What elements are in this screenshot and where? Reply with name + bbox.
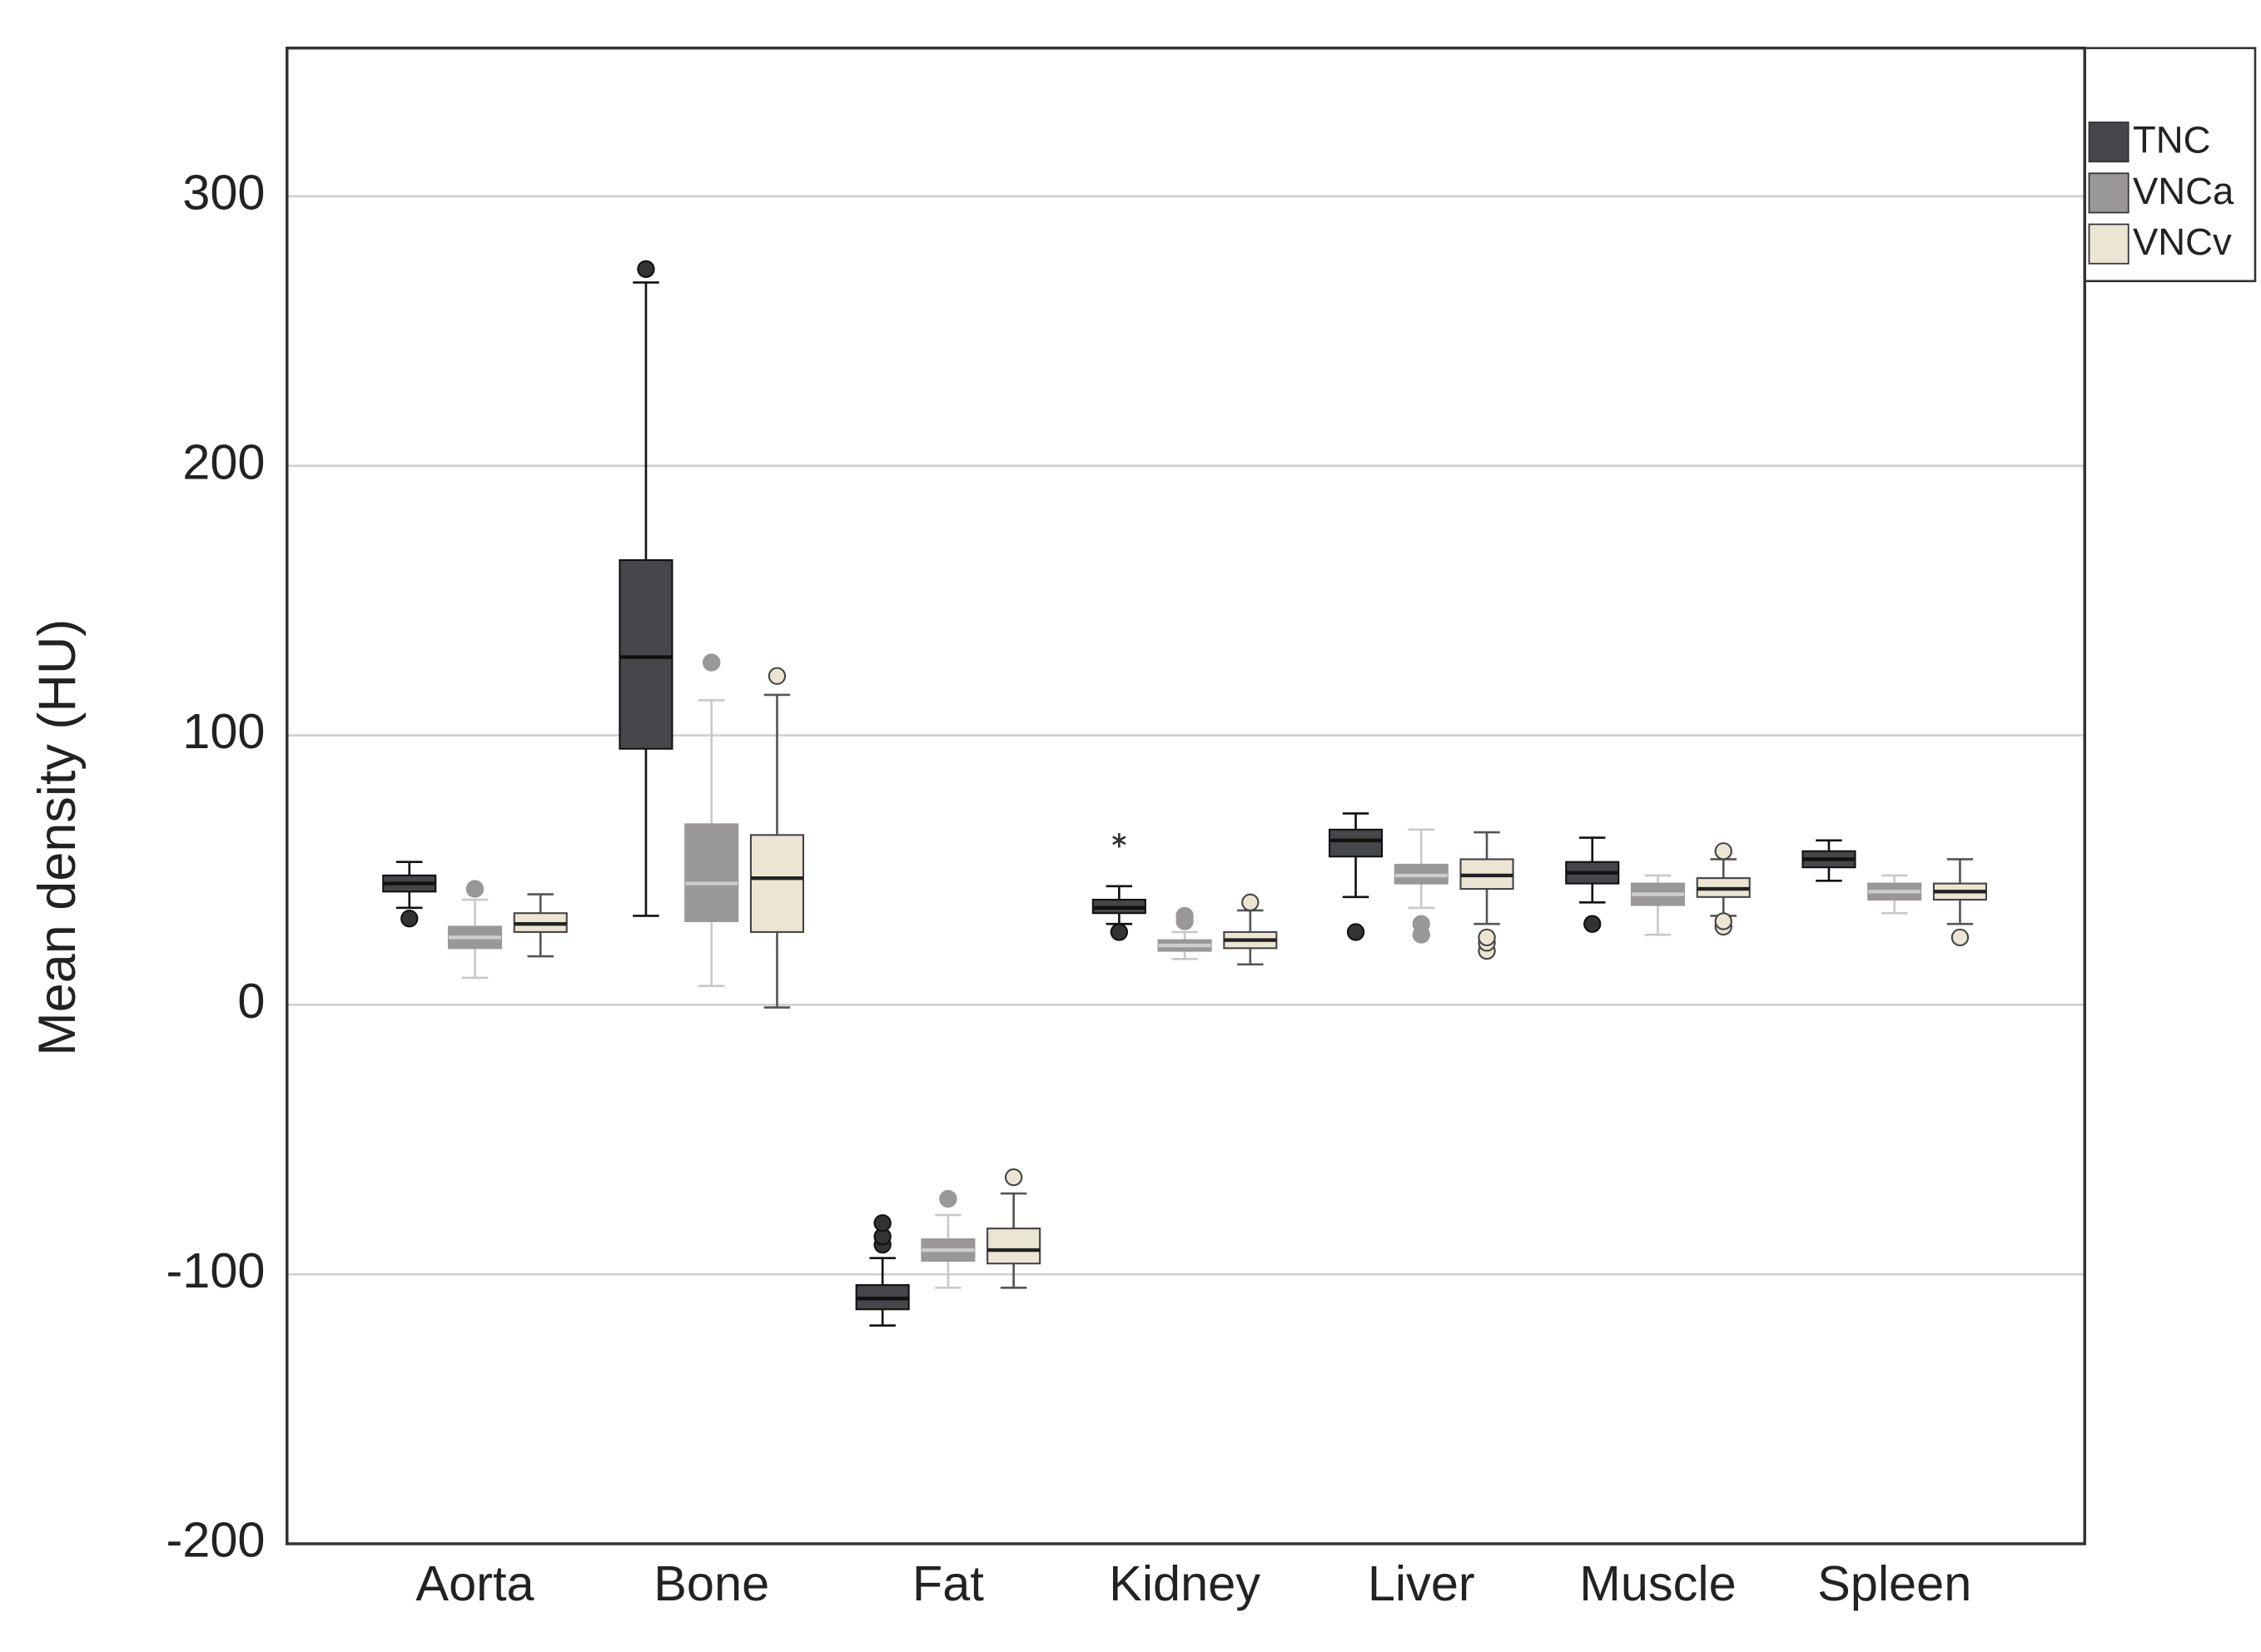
legend-label: VNCa	[2133, 170, 2234, 212]
y-tick-label: -100	[166, 1243, 265, 1298]
outlier	[400, 910, 419, 928]
legend-label: TNC	[2133, 119, 2210, 161]
x-tick-label: Kidney	[1109, 1555, 1260, 1611]
outlier	[1478, 928, 1496, 947]
outlier	[1583, 915, 1602, 933]
box	[1328, 828, 1384, 858]
y-tick-label: 0	[237, 973, 265, 1029]
box	[986, 1228, 1041, 1265]
outlier	[1346, 923, 1365, 941]
x-tick-label: Spleen	[1817, 1555, 1971, 1611]
legend-swatch	[2088, 172, 2129, 214]
x-tick-label: Muscle	[1579, 1555, 1736, 1611]
plot-marks	[382, 260, 1987, 1327]
outlier	[1714, 842, 1732, 861]
outlier	[939, 1189, 957, 1208]
y-tick-label: -200	[166, 1512, 265, 1568]
outlier	[1110, 923, 1129, 941]
y-tick-label: 300	[182, 165, 265, 221]
x-tick-label: Aorta	[415, 1555, 534, 1611]
legend-swatch	[2088, 223, 2129, 265]
outlier	[637, 260, 655, 278]
outlier	[1004, 1168, 1023, 1187]
outlier	[1412, 915, 1430, 933]
x-tick-label: Fat	[912, 1555, 984, 1611]
box	[619, 558, 673, 750]
y-axis-label: Mean density (HU)	[28, 619, 87, 1056]
outlier	[465, 880, 484, 898]
outlier	[873, 1213, 892, 1233]
x-tick-label: Bone	[653, 1555, 769, 1611]
outlier	[703, 653, 721, 672]
extreme	[1112, 833, 1126, 848]
legend: TNC VNCa VNCv	[2088, 119, 2234, 265]
outlier	[1714, 912, 1732, 930]
grid	[286, 195, 2085, 1545]
legend-frame	[2083, 47, 2257, 283]
box	[684, 823, 739, 922]
outlier	[768, 667, 787, 685]
outlier	[1175, 906, 1194, 925]
outlier	[1950, 928, 1970, 947]
outlier	[1241, 893, 1260, 911]
legend-label: VNCv	[2133, 221, 2232, 263]
y-tick-label: 100	[182, 703, 265, 759]
x-tick-label: Liver	[1368, 1555, 1475, 1611]
y-tick-label: 200	[182, 434, 265, 489]
legend-swatch	[2088, 122, 2129, 163]
box	[749, 834, 805, 933]
plot-frame	[286, 46, 2086, 1545]
